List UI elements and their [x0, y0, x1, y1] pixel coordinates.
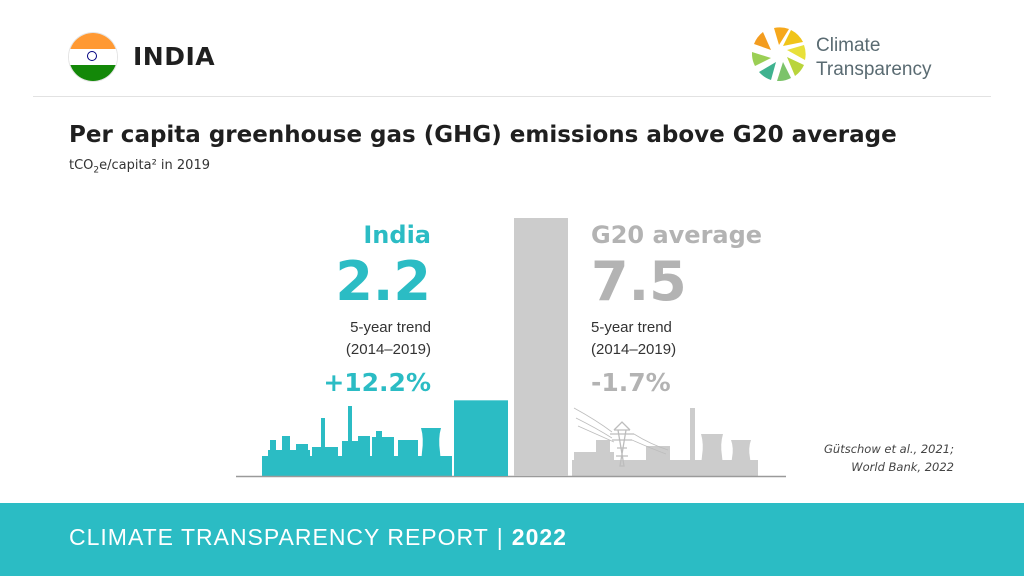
footer-year: 2022 — [511, 524, 567, 550]
india-industry-skyline-icon — [262, 406, 452, 476]
header-divider — [33, 96, 991, 97]
country-name: INDIA — [133, 42, 216, 71]
g20-value-label: 7.5 — [591, 250, 687, 313]
emissions-chart: India 2.2 5-year trend (2014–2019) +12.2… — [236, 218, 786, 478]
footer-report-name: CLIMATE TRANSPARENCY REPORT — [69, 524, 489, 550]
chart-title: Per capita greenhouse gas (GHG) emission… — [69, 122, 897, 148]
g20-category-label: G20 average — [591, 221, 762, 249]
g20-trend-label: 5-year trend — [591, 319, 672, 336]
india-flag-icon — [69, 33, 117, 81]
footer-text: CLIMATE TRANSPARENCY REPORT | 2022 — [69, 524, 567, 551]
bar-india — [454, 400, 508, 476]
chart-subtitle: tCO2e/capita² in 2019 — [69, 158, 210, 176]
g20-trend-period: (2014–2019) — [591, 341, 676, 358]
g20-trend-value: -1.7% — [591, 368, 671, 397]
india-trend-value: +12.2% — [323, 368, 431, 397]
source-line-2: World Bank, 2022 — [851, 460, 954, 474]
unit-subscript: 2 — [93, 165, 100, 176]
logo-line-1: Climate — [816, 35, 881, 56]
bar-g20-average — [514, 218, 568, 476]
india-trend-label: 5-year trend — [350, 319, 431, 336]
unit-suffix: e/capita² in 2019 — [99, 158, 210, 173]
climate-transparency-logo-icon — [752, 27, 806, 81]
logo-line-2: Transparency — [816, 59, 932, 80]
india-trend-period: (2014–2019) — [346, 341, 431, 358]
unit-prefix: tCO — [69, 158, 94, 173]
footer-banner: CLIMATE TRANSPARENCY REPORT | 2022 — [0, 503, 1024, 576]
g20-industry-skyline-icon — [572, 408, 758, 476]
logo-text: Climate Transparency — [816, 34, 931, 82]
india-value-label: 2.2 — [335, 250, 431, 313]
power-pylon-icon — [573, 407, 669, 467]
source-line-1: Gütschow et al., 2021; — [824, 442, 954, 456]
footer-separator: | — [496, 524, 504, 550]
india-category-label: India — [363, 221, 431, 249]
source-note: Gütschow et al., 2021; World Bank, 2022 — [824, 440, 954, 476]
